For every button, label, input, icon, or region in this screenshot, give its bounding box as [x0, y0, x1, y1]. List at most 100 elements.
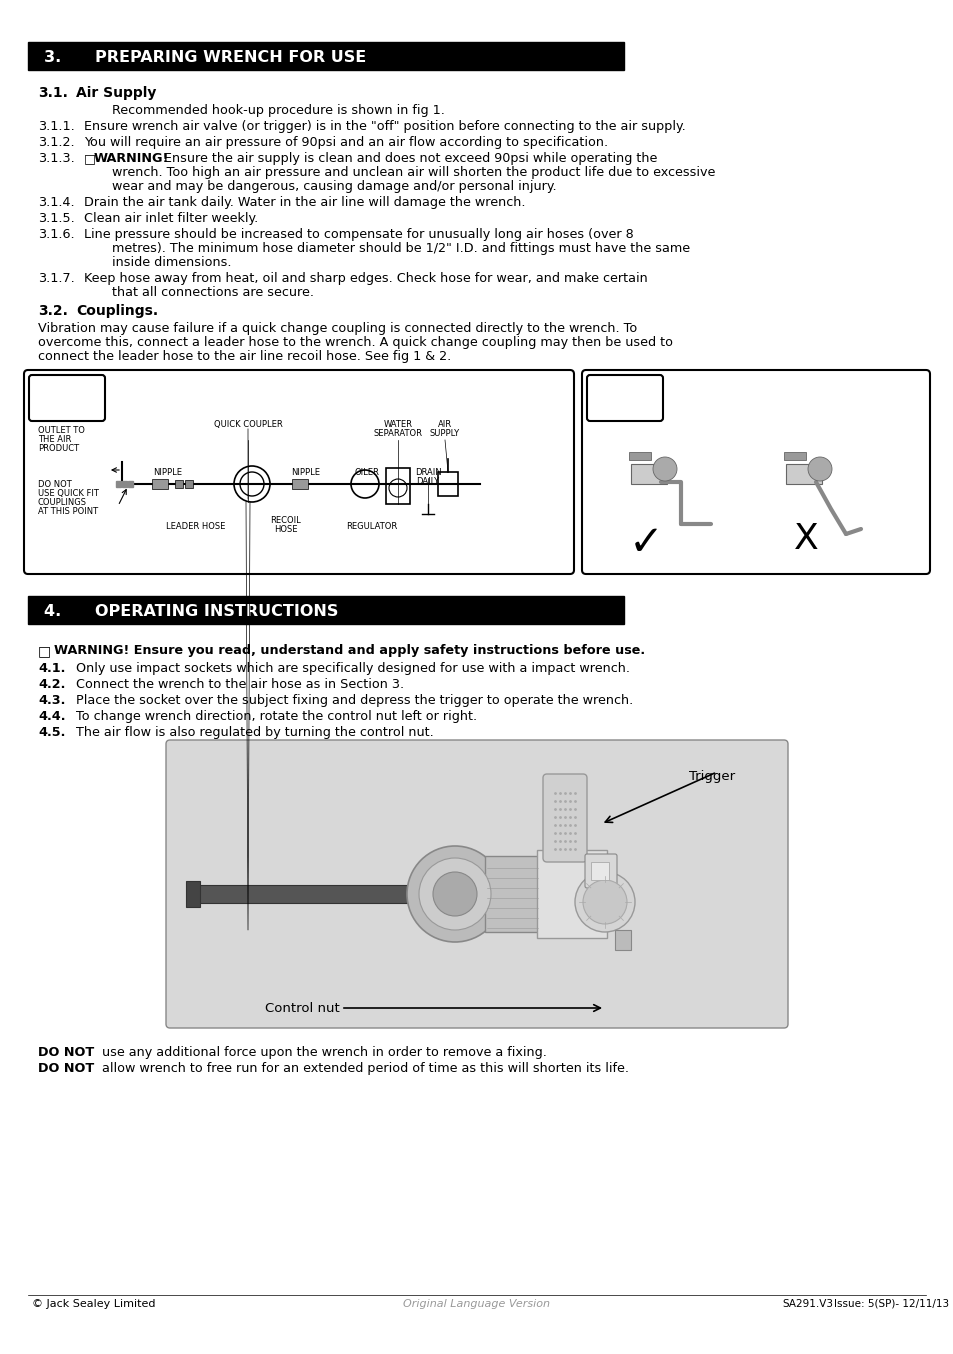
Bar: [28, 1298, 183, 1319]
Bar: [783, 452, 805, 460]
Text: allow wrench to free run for an extended period of time as this will shorten its: allow wrench to free run for an extended…: [102, 1062, 628, 1075]
Text: 3.1.: 3.1.: [38, 87, 68, 100]
Text: NIPPLE: NIPPLE: [292, 468, 320, 477]
Text: Ensure wrench air valve (or trigger) is in the "off" position before connecting : Ensure wrench air valve (or trigger) is …: [84, 121, 685, 133]
Text: 4.4.: 4.4.: [38, 709, 66, 723]
FancyBboxPatch shape: [584, 854, 617, 888]
Bar: [186, 881, 200, 907]
Bar: [185, 481, 193, 487]
Bar: [628, 452, 650, 460]
Text: Line pressure should be increased to compensate for unusually long air hoses (ov: Line pressure should be increased to com…: [84, 227, 633, 241]
Text: Keep hose away from heat, oil and sharp edges. Check hose for wear, and make cer: Keep hose away from heat, oil and sharp …: [84, 272, 647, 284]
Text: Vibration may cause failure if a quick change coupling is connected directly to : Vibration may cause failure if a quick c…: [38, 322, 637, 334]
Text: 3.      PREPARING WRENCH FOR USE: 3. PREPARING WRENCH FOR USE: [44, 50, 366, 65]
Circle shape: [575, 872, 635, 932]
Text: QUICK COUPLER: QUICK COUPLER: [213, 420, 282, 429]
Text: 3.1.1.: 3.1.1.: [38, 121, 74, 133]
Text: The air flow is also regulated by turning the control nut.: The air flow is also regulated by turnin…: [76, 726, 434, 739]
Circle shape: [418, 858, 491, 930]
Text: 3.1.7.: 3.1.7.: [38, 272, 74, 284]
Bar: [590, 862, 608, 880]
Text: SEPARATOR: SEPARATOR: [374, 429, 422, 437]
Text: connect the leader hose to the air line recoil hose. See fig 1 & 2.: connect the leader hose to the air line …: [38, 349, 451, 363]
Text: Couplings.: Couplings.: [76, 305, 158, 318]
Text: 4.2.: 4.2.: [38, 678, 66, 691]
Text: 4.      OPERATING INSTRUCTIONS: 4. OPERATING INSTRUCTIONS: [44, 604, 338, 620]
Text: THE AIR: THE AIR: [38, 435, 71, 444]
Text: SA291.V3: SA291.V3: [781, 1298, 832, 1309]
Text: 4.1.: 4.1.: [38, 662, 66, 676]
Text: To change wrench direction, rotate the control nut left or right.: To change wrench direction, rotate the c…: [76, 709, 476, 723]
Text: 4.5.: 4.5.: [38, 726, 66, 739]
Bar: [484, 856, 539, 932]
Bar: [537, 850, 606, 938]
Bar: [122, 481, 127, 487]
Text: You will require an air pressure of 90psi and an air flow according to specifica: You will require an air pressure of 90ps…: [84, 135, 607, 149]
Text: wrench. Too high an air pressure and unclean air will shorten the product life d: wrench. Too high an air pressure and unc…: [112, 167, 715, 179]
Text: inside dimensions.: inside dimensions.: [112, 256, 232, 269]
Text: WARNING!: WARNING!: [94, 152, 169, 165]
FancyBboxPatch shape: [542, 774, 586, 862]
Text: Place the socket over the subject fixing and depress the trigger to operate the : Place the socket over the subject fixing…: [76, 695, 633, 707]
Bar: [190, 886, 430, 903]
Bar: [831, 1298, 941, 1319]
Text: Fig 2: Fig 2: [592, 380, 645, 399]
Text: use any additional force upon the wrench in order to remove a fixing.: use any additional force upon the wrench…: [102, 1047, 546, 1059]
Bar: [615, 930, 630, 951]
Bar: [386, 468, 410, 504]
Text: 3.1.5.: 3.1.5.: [38, 213, 74, 225]
Text: PRODUCT: PRODUCT: [38, 444, 79, 454]
Circle shape: [652, 458, 677, 481]
Circle shape: [582, 880, 626, 923]
Text: ✓: ✓: [628, 523, 662, 565]
Bar: [780, 1298, 831, 1319]
Text: Drain the air tank daily. Water in the air line will damage the wrench.: Drain the air tank daily. Water in the a…: [84, 196, 525, 209]
Text: RECOIL: RECOIL: [271, 516, 301, 525]
Text: 3.1.4.: 3.1.4.: [38, 196, 74, 209]
FancyBboxPatch shape: [29, 375, 105, 421]
Text: Connect the wrench to the air hose as in Section 3.: Connect the wrench to the air hose as in…: [76, 678, 404, 691]
Text: DAILY: DAILY: [416, 477, 439, 486]
Text: 3.1.6.: 3.1.6.: [38, 227, 74, 241]
Text: 000: 000: [442, 902, 456, 909]
Text: wear and may be dangerous, causing damage and/or personal injury.: wear and may be dangerous, causing damag…: [112, 180, 556, 194]
Text: AT THIS POINT: AT THIS POINT: [38, 506, 98, 516]
Circle shape: [407, 846, 502, 942]
Text: X: X: [793, 523, 818, 556]
Text: WARNING! Ensure you read, understand and apply safety instructions before use.: WARNING! Ensure you read, understand and…: [54, 645, 644, 657]
Text: REGULATOR: REGULATOR: [346, 523, 397, 531]
Text: DO NOT: DO NOT: [38, 481, 71, 489]
Text: 3.1.3.: 3.1.3.: [38, 152, 74, 165]
Text: Fig 1: Fig 1: [34, 380, 88, 399]
Bar: [28, 42, 623, 70]
Text: Air Supply: Air Supply: [76, 87, 156, 100]
Text: DRAIN: DRAIN: [415, 468, 441, 477]
FancyBboxPatch shape: [586, 375, 662, 421]
Text: DO NOT: DO NOT: [38, 1047, 94, 1059]
Text: SUPPLY: SUPPLY: [430, 429, 459, 437]
Text: Issue: 5(SP)- 12/11/13: Issue: 5(SP)- 12/11/13: [833, 1298, 948, 1309]
Bar: [437, 473, 457, 496]
Text: □: □: [38, 645, 51, 658]
Text: HOSE: HOSE: [274, 525, 297, 533]
Text: Control nut: Control nut: [265, 1002, 339, 1016]
Text: Trigger: Trigger: [688, 770, 735, 783]
Bar: [116, 481, 121, 487]
Text: DO NOT: DO NOT: [38, 1062, 94, 1075]
Text: 4.3.: 4.3.: [38, 695, 66, 707]
Circle shape: [433, 872, 476, 917]
FancyBboxPatch shape: [581, 370, 929, 574]
Text: AIR: AIR: [437, 420, 452, 429]
Text: LEADER HOSE: LEADER HOSE: [166, 523, 226, 531]
Text: Only use impact sockets which are specifically designed for use with a impact wr: Only use impact sockets which are specif…: [76, 662, 629, 676]
Text: WATER: WATER: [383, 420, 412, 429]
Text: Ensure the air supply is clean and does not exceed 90psi while operating the: Ensure the air supply is clean and does …: [160, 152, 657, 165]
Text: Original Language Version: Original Language Version: [403, 1298, 550, 1309]
Text: © Jack Sealey Limited: © Jack Sealey Limited: [32, 1298, 155, 1309]
FancyBboxPatch shape: [166, 741, 787, 1028]
Text: OUTLET TO: OUTLET TO: [38, 427, 85, 435]
Text: 3.1.2.: 3.1.2.: [38, 135, 74, 149]
Text: Recommended hook-up procedure is shown in fig 1.: Recommended hook-up procedure is shown i…: [112, 104, 444, 116]
Text: OILER: OILER: [355, 468, 379, 477]
Bar: [630, 464, 666, 483]
